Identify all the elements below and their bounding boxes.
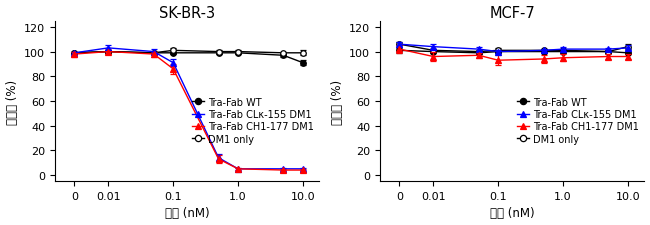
- Title: SK-BR-3: SK-BR-3: [159, 6, 215, 20]
- X-axis label: 濃度 (nM): 濃度 (nM): [165, 207, 209, 219]
- Y-axis label: 生存率 (%): 生存率 (%): [6, 79, 19, 124]
- Y-axis label: 生存率 (%): 生存率 (%): [331, 79, 344, 124]
- Title: MCF-7: MCF-7: [489, 6, 535, 20]
- Legend: Tra-Fab WT, Tra-Fab CLκ-155 DM1, Tra-Fab CH1-177 DM1, DM1 only: Tra-Fab WT, Tra-Fab CLκ-155 DM1, Tra-Fab…: [516, 96, 640, 145]
- Legend: Tra-Fab WT, Tra-Fab CLκ-155 DM1, Tra-Fab CH1-177 DM1, DM1 only: Tra-Fab WT, Tra-Fab CLκ-155 DM1, Tra-Fab…: [191, 96, 315, 145]
- X-axis label: 濃度 (nM): 濃度 (nM): [490, 207, 534, 219]
